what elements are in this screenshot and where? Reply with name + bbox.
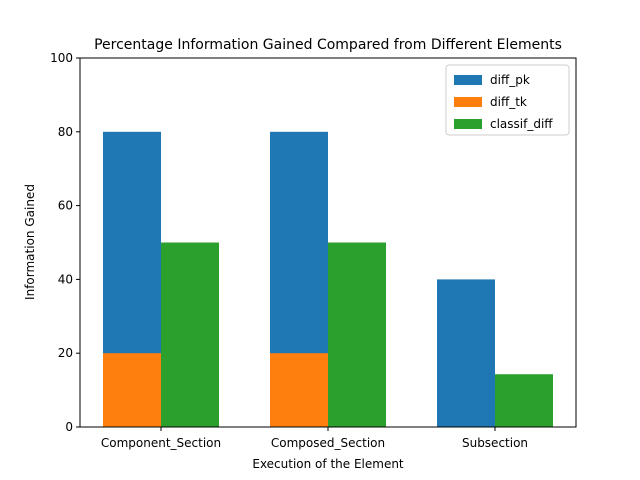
x-axis-label: Execution of the Element (252, 457, 404, 471)
legend-swatch-diff-pk (454, 75, 482, 85)
y-tick-label: 80 (58, 125, 73, 139)
legend-label-classif-diff: classif_diff (490, 117, 553, 131)
legend-swatch-diff-tk (454, 97, 482, 107)
bar-diff-tk-composed-section (270, 353, 328, 427)
legend: diff_pk diff_tk classif_diff (446, 65, 569, 135)
x-tick-label: Composed_Section (271, 436, 385, 450)
bar-diff-pk-subsection (437, 279, 495, 427)
y-tick-label: 60 (58, 199, 73, 213)
y-tick-label: 20 (58, 346, 73, 360)
bar-classif-diff-composed-section (328, 243, 386, 428)
y-tick-label: 100 (50, 51, 73, 65)
legend-swatch-classif-diff (454, 119, 482, 129)
y-axis-label: Information Gained (23, 184, 37, 300)
x-tick-label: Component_Section (101, 436, 221, 450)
bar-classif-diff-component-section (161, 243, 219, 428)
y-tick-label: 40 (58, 272, 73, 286)
chart-title: Percentage Information Gained Compared f… (94, 37, 562, 53)
bar-classif-diff-subsection (495, 374, 553, 427)
bar-diff-tk-component-section (103, 353, 161, 427)
legend-label-diff-pk: diff_pk (490, 73, 530, 87)
x-tick-label: Subsection (462, 436, 528, 450)
y-tick-label: 0 (65, 420, 73, 434)
legend-label-diff-tk: diff_tk (490, 95, 527, 109)
bars-group (103, 132, 553, 427)
